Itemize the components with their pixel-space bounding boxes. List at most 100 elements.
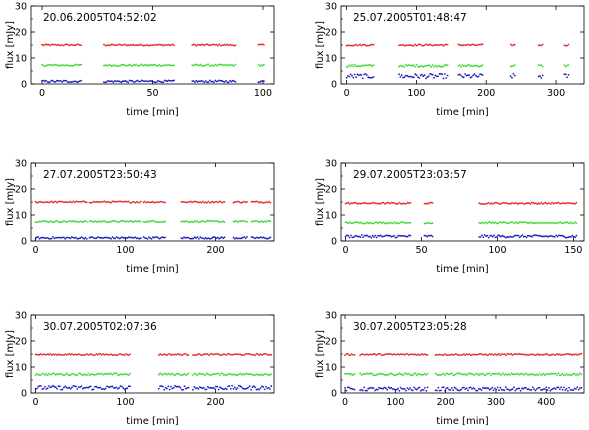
- data-point: [103, 220, 106, 222]
- data-point: [413, 372, 415, 375]
- data-point: [58, 385, 61, 388]
- data-point: [56, 236, 58, 239]
- data-point: [521, 221, 524, 224]
- data-point: [549, 372, 552, 375]
- data-point: [243, 220, 246, 222]
- data-point: [54, 374, 57, 376]
- data-point: [158, 63, 161, 66]
- data-point: [454, 387, 457, 390]
- data-point: [504, 354, 507, 357]
- data-point: [172, 386, 175, 389]
- data-point: [162, 81, 165, 84]
- data-point: [355, 234, 358, 237]
- data-point: [154, 236, 157, 239]
- data-point: [498, 389, 500, 392]
- data-point: [129, 372, 131, 375]
- data-point: [562, 374, 565, 377]
- data-point: [161, 201, 164, 203]
- data-point: [368, 76, 371, 79]
- data-point: [41, 80, 43, 82]
- data-point: [197, 221, 200, 224]
- data-point: [520, 235, 522, 238]
- x-tick-label: 0: [32, 397, 38, 408]
- data-point: [414, 353, 417, 356]
- data-point: [161, 354, 164, 356]
- data-point: [454, 353, 457, 355]
- data-point: [96, 236, 99, 239]
- data-point: [371, 65, 374, 68]
- data-point: [119, 385, 122, 387]
- data-point: [499, 202, 502, 205]
- data-point: [263, 63, 265, 66]
- data-point: [192, 374, 194, 376]
- data-point: [233, 80, 236, 82]
- data-point: [256, 236, 258, 239]
- data-point: [423, 44, 426, 47]
- data-point: [221, 79, 223, 82]
- data-point: [223, 221, 226, 224]
- data-point: [256, 353, 259, 355]
- data-point: [353, 354, 356, 356]
- data-point: [37, 374, 40, 376]
- data-point: [429, 234, 431, 237]
- data-point: [65, 386, 68, 389]
- data-point: [198, 80, 200, 82]
- data-point: [542, 372, 545, 375]
- data-point: [81, 354, 84, 356]
- data-point: [222, 220, 225, 223]
- data-point: [131, 237, 134, 239]
- data-point: [367, 387, 370, 390]
- data-point: [487, 354, 490, 356]
- data-point: [125, 353, 127, 355]
- data-point: [136, 64, 139, 67]
- data-point: [402, 221, 405, 224]
- data-point: [568, 222, 571, 225]
- data-point: [111, 236, 114, 238]
- data-point: [69, 64, 72, 67]
- data-point: [349, 387, 352, 390]
- data-point: [495, 222, 498, 225]
- data-point: [91, 353, 94, 356]
- data-point: [53, 353, 56, 356]
- data-point: [530, 353, 533, 356]
- data-point: [217, 80, 219, 82]
- data-point: [562, 386, 565, 389]
- data-point: [48, 385, 50, 387]
- data-point: [196, 220, 199, 222]
- data-point: [522, 203, 525, 205]
- data-point: [497, 222, 499, 225]
- data-point: [158, 237, 161, 240]
- data-point: [266, 219, 269, 222]
- data-point: [135, 80, 138, 82]
- data-point: [106, 373, 108, 376]
- data-point: [564, 73, 567, 76]
- data-point: [572, 389, 575, 391]
- data-point: [77, 221, 80, 224]
- data-point: [50, 354, 53, 357]
- data-point: [46, 64, 49, 67]
- data-point: [155, 81, 158, 83]
- data-point: [185, 236, 188, 239]
- data-point: [370, 386, 372, 389]
- data-point: [171, 64, 174, 67]
- data-point: [57, 373, 60, 376]
- data-point: [344, 372, 346, 375]
- data-point: [542, 388, 545, 390]
- data-point: [192, 80, 195, 82]
- data-point: [534, 374, 537, 377]
- data-point: [513, 353, 515, 356]
- data-point: [527, 388, 530, 390]
- data-point: [257, 43, 260, 46]
- data-point: [66, 43, 69, 46]
- data-point: [406, 235, 409, 238]
- data-point: [415, 44, 418, 47]
- data-point: [351, 222, 354, 225]
- x-axis-label: time [min]: [436, 416, 489, 427]
- data-point: [441, 386, 444, 389]
- data-point: [238, 353, 240, 356]
- data-point: [266, 201, 269, 204]
- data-point: [36, 221, 38, 224]
- data-point: [444, 63, 446, 66]
- data-point: [230, 44, 233, 46]
